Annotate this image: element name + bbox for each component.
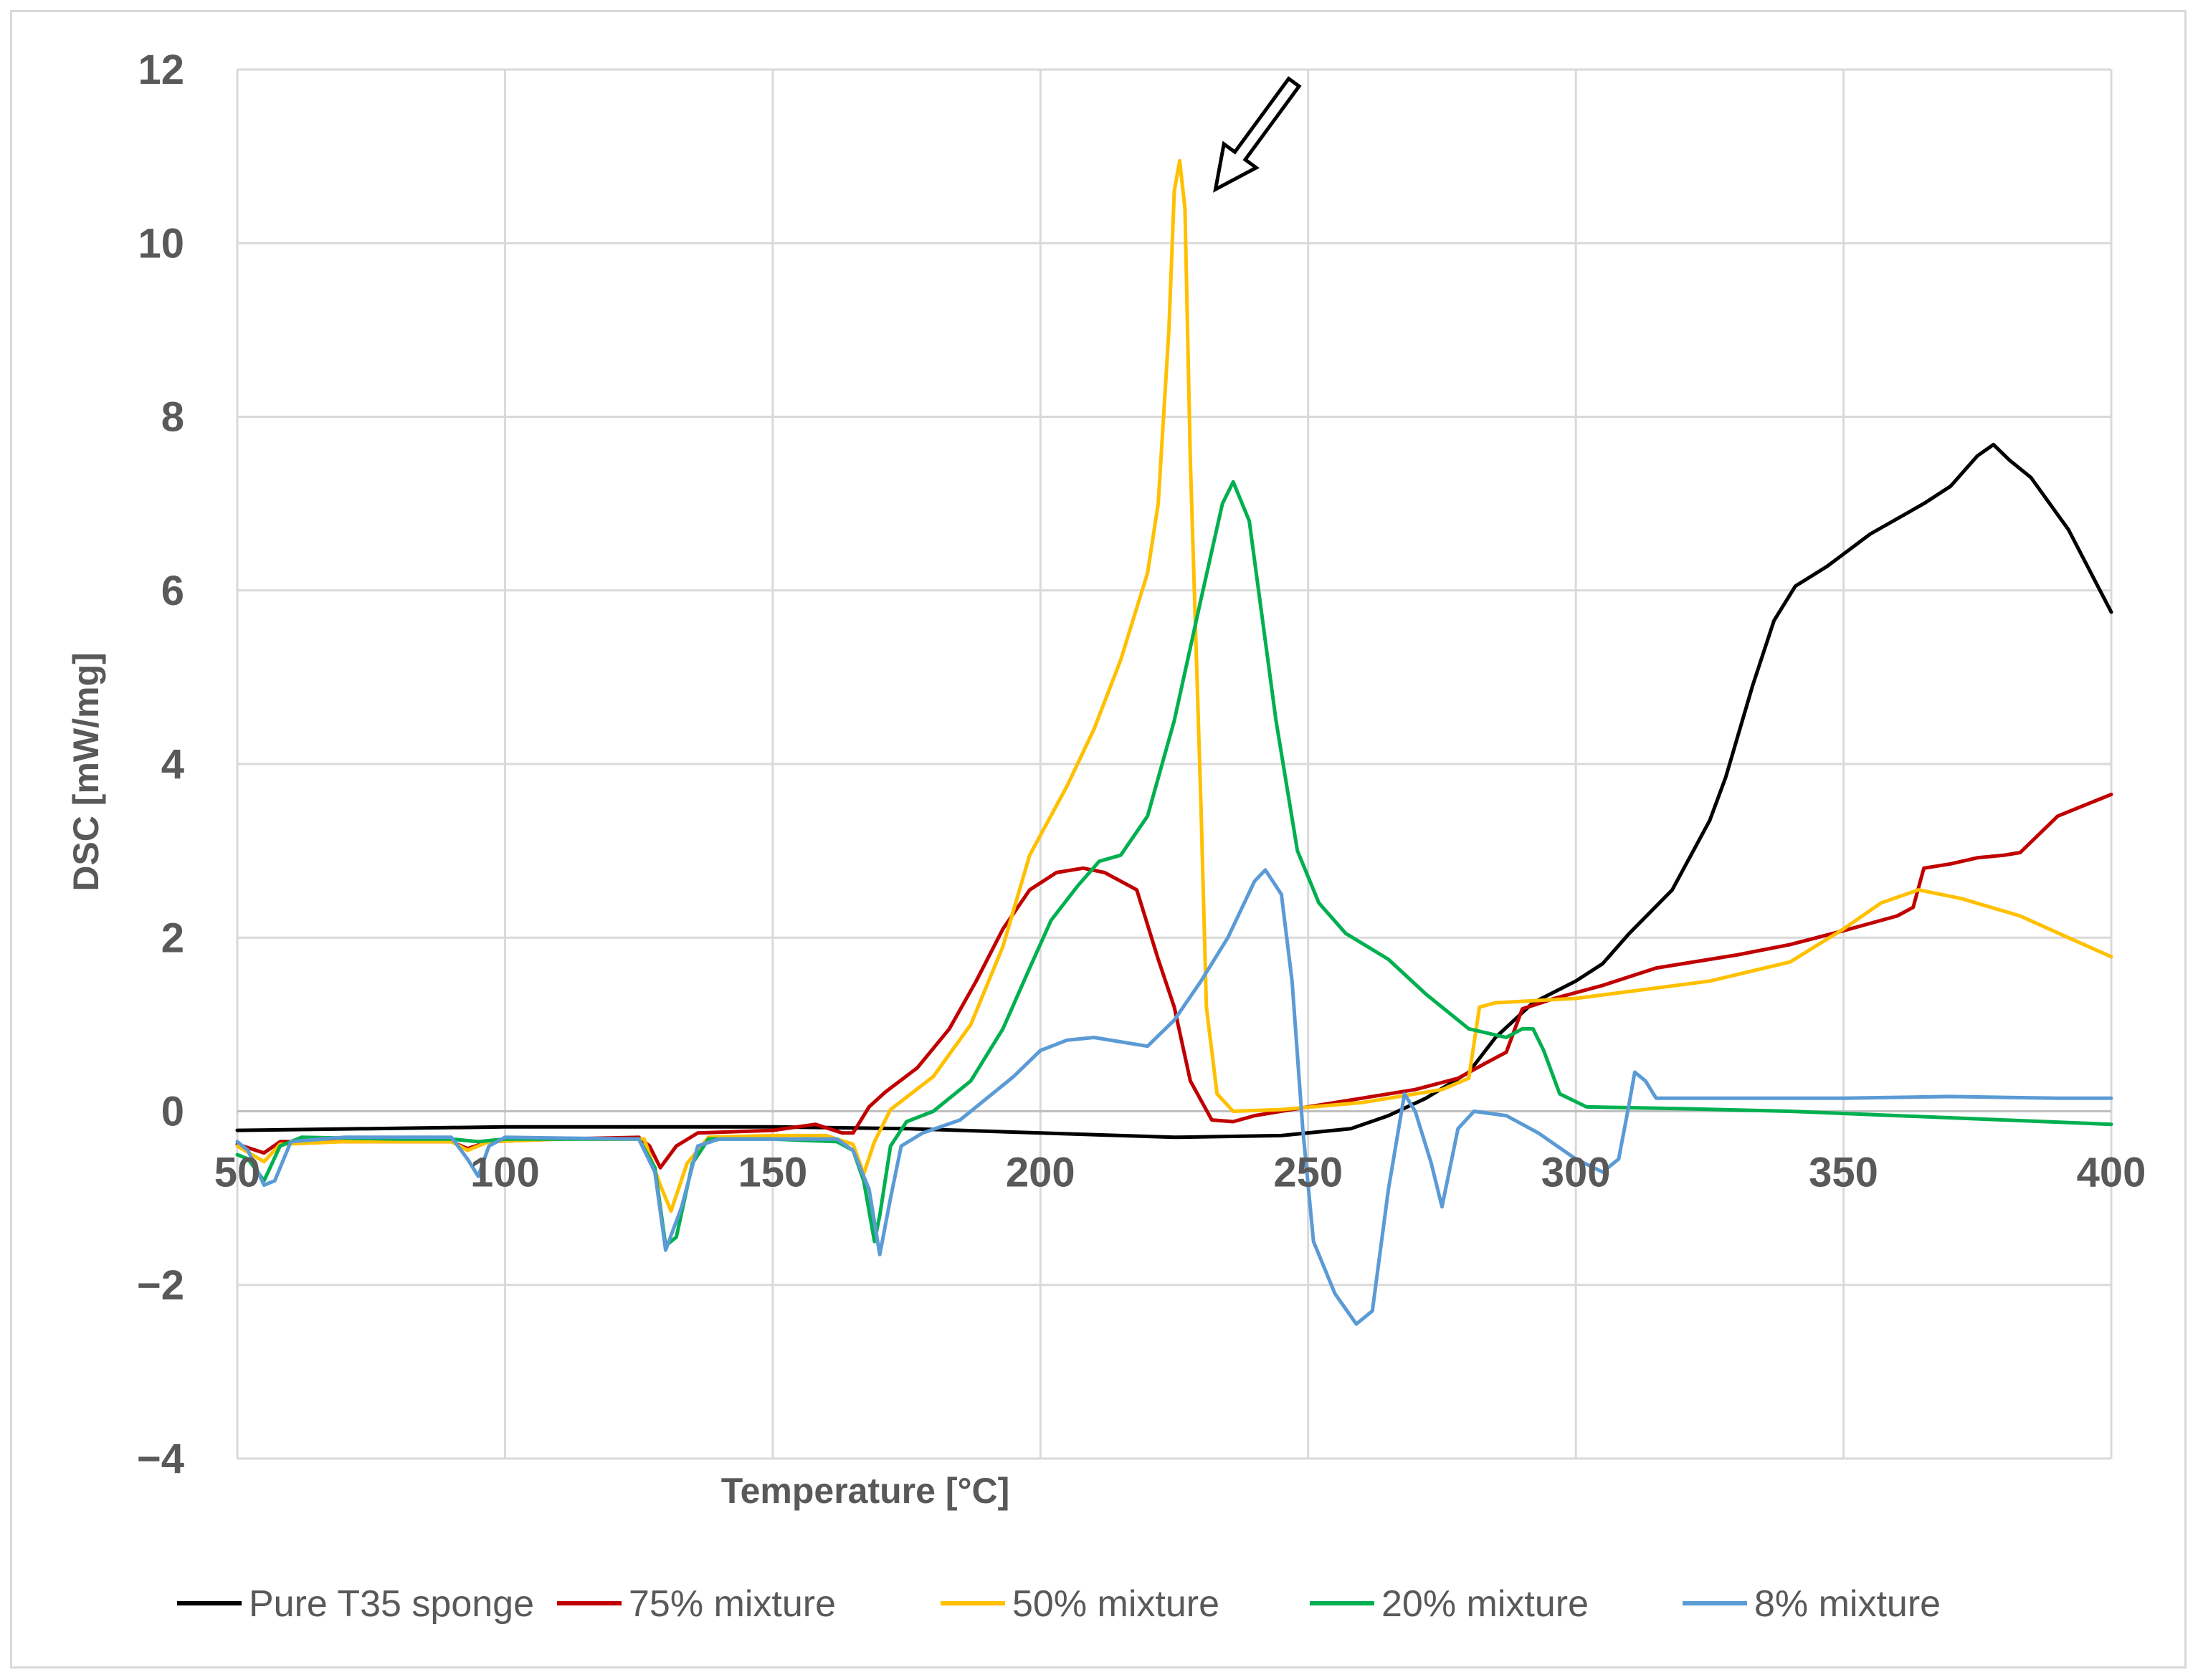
x-tick-label: 350: [1809, 1150, 1878, 1196]
y-tick-label: −4: [137, 1436, 184, 1482]
chart-frame: −4 −2 0 2 4 6 8 10 12 50 100 150 200 250 300 350 400 Tem…: [10, 10, 2187, 1669]
series-line-5: [235, 868, 2113, 1326]
legend-label: 50% mixture: [1012, 1583, 1219, 1625]
y-tick-label: 12: [138, 47, 184, 93]
series-line-3: [235, 158, 2113, 1213]
legend: Pure T35 sponge 75% mixture 50% mixture 20%…: [177, 1583, 1941, 1625]
x-tick-label: 200: [1006, 1150, 1075, 1196]
series-line-4: [235, 479, 2113, 1248]
grid: [236, 68, 2113, 1460]
y-tick-label: 0: [161, 1089, 184, 1135]
annotation-arrow-icon: [1213, 76, 1302, 193]
legend-label: Pure T35 sponge: [249, 1583, 534, 1625]
y-tick-label: 2: [161, 915, 184, 961]
y-tick-label: −2: [137, 1262, 184, 1309]
y-tick-label: 10: [138, 220, 184, 267]
y-tick-label: 6: [161, 568, 184, 614]
x-tick-label: 250: [1273, 1150, 1343, 1196]
y-tick-label: 4: [161, 741, 184, 788]
dsc-chart: −4 −2 0 2 4 6 8 10 12 50 100 150 200 250 300 350 400 Tem…: [66, 47, 2146, 1625]
legend-label: 8% mixture: [1754, 1583, 1941, 1625]
x-axis-title: Temperature [°C]: [721, 1471, 1009, 1511]
x-tick-label: 100: [470, 1150, 540, 1196]
arrow-shape: [1213, 76, 1302, 193]
series-lines: [235, 158, 2113, 1326]
x-tick-label: 150: [738, 1150, 807, 1196]
y-tick-label: 8: [161, 394, 184, 441]
x-tick-label: 50: [214, 1150, 261, 1196]
legend-label: 20% mixture: [1381, 1583, 1589, 1625]
y-axis-title: DSC [mW/mg]: [66, 652, 106, 891]
x-tick-label: 400: [2077, 1150, 2146, 1196]
tick-labels: −4 −2 0 2 4 6 8 10 12 50 100 150 200 250 300 350 400: [137, 47, 2146, 1482]
x-tick-label: 300: [1541, 1150, 1611, 1196]
legend-label: 75% mixture: [629, 1583, 836, 1625]
series-line-1: [235, 442, 2113, 1140]
